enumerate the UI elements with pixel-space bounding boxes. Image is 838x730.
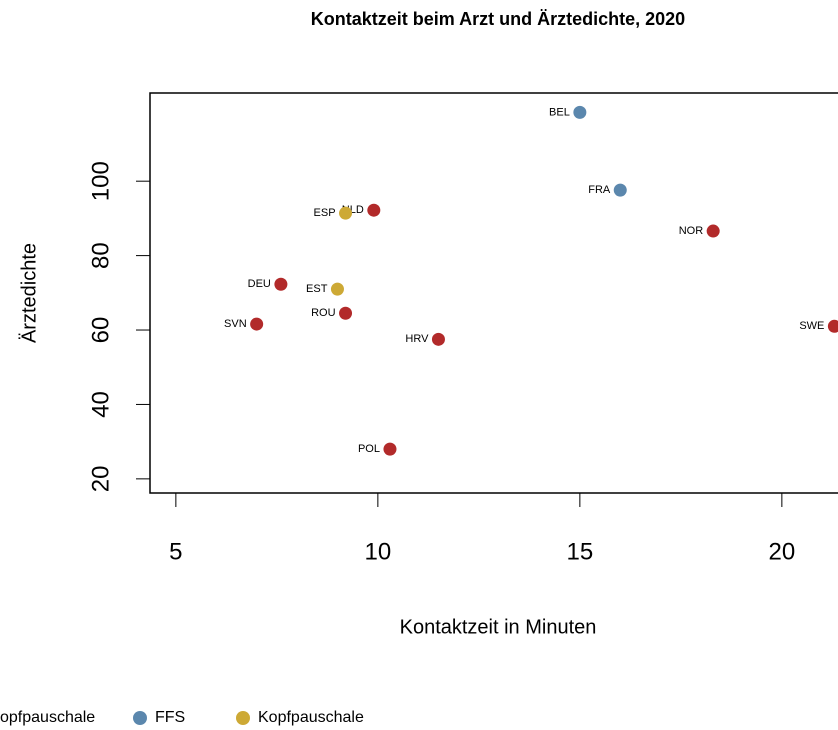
point-label: FRA bbox=[588, 184, 611, 196]
point-label: EST bbox=[306, 283, 328, 295]
y-tick-label: 20 bbox=[87, 466, 114, 493]
plot-frame bbox=[149, 92, 838, 494]
point bbox=[431, 332, 445, 346]
point-label: HRV bbox=[405, 333, 429, 345]
y-tick-label: 60 bbox=[87, 317, 114, 344]
x-tick-label: 20 bbox=[769, 538, 796, 565]
point bbox=[250, 317, 264, 331]
legend-label: Kopfpauschale bbox=[258, 709, 364, 726]
y-tick-label: 80 bbox=[87, 242, 114, 269]
point-label: ROU bbox=[311, 307, 336, 319]
point bbox=[274, 277, 288, 291]
y-axis-title: Ärztedichte bbox=[18, 243, 40, 343]
point-label: SWE bbox=[799, 320, 824, 332]
chart-title: Kontaktzeit beim Arzt und Ärztedichte, 2… bbox=[311, 9, 685, 29]
point-label: ESP bbox=[314, 207, 336, 219]
point bbox=[383, 442, 397, 456]
point bbox=[367, 203, 381, 217]
legend-marker bbox=[236, 711, 250, 725]
y-tick-label: 40 bbox=[87, 391, 114, 418]
x-tick-label: 10 bbox=[365, 538, 392, 565]
point-label: BEL bbox=[549, 106, 570, 118]
point bbox=[613, 183, 627, 197]
point-label: DEU bbox=[248, 278, 271, 290]
point bbox=[339, 206, 353, 220]
x-tick-label: 5 bbox=[169, 538, 182, 565]
point bbox=[339, 306, 353, 320]
point bbox=[706, 224, 720, 238]
point-label: POL bbox=[358, 443, 380, 455]
point bbox=[827, 319, 838, 333]
x-tick-label: 15 bbox=[567, 538, 594, 565]
x-axis-title: Kontaktzeit in Minuten bbox=[400, 616, 597, 638]
legend-label: opfpauschale bbox=[0, 709, 95, 726]
legend-marker bbox=[133, 711, 147, 725]
y-tick-label: 100 bbox=[87, 161, 114, 201]
point-label: NOR bbox=[679, 225, 704, 237]
point-label: SVN bbox=[224, 318, 247, 330]
point bbox=[330, 282, 344, 296]
legend-label: FFS bbox=[155, 709, 185, 726]
point bbox=[573, 105, 587, 119]
